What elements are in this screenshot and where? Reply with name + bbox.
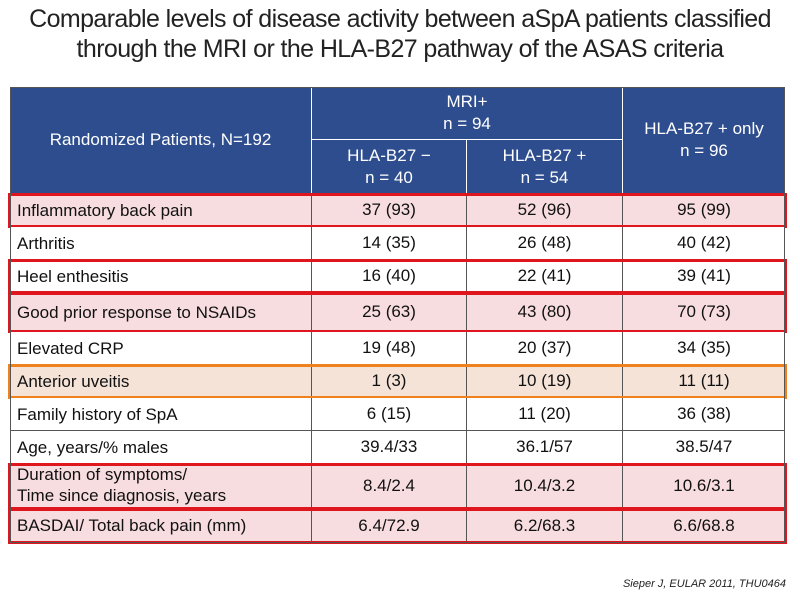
row-value-col1: 16 (40)	[312, 260, 467, 293]
row-value-col1: 14 (35)	[312, 227, 467, 260]
row-label: Anterior uveitis	[10, 365, 312, 398]
row-value-col2: 6.2/68.3	[467, 509, 623, 543]
row-value-col1: 19 (48)	[312, 332, 467, 365]
header-hla-b27-positive: HLA-B27 + n = 54	[467, 140, 623, 194]
title-line-2: through the MRI or the HLA-B27 pathway o…	[76, 35, 725, 63]
row-value-col2: 52 (96)	[467, 194, 623, 227]
row-value-col2: 43 (80)	[467, 293, 623, 332]
row-label: Heel enthesitis	[10, 260, 312, 293]
row-value-col2: 22 (41)	[467, 260, 623, 293]
row-value-col1: 39.4/33	[312, 431, 467, 464]
row-label: Duration of symptoms/Time since diagnosi…	[10, 464, 312, 509]
title-line-1: Comparable levels of disease activity be…	[29, 5, 771, 33]
header-col3-line2: n = 96	[680, 141, 728, 160]
row-value-col1: 25 (63)	[312, 293, 467, 332]
row-value-col2: 26 (48)	[467, 227, 623, 260]
row-value-col3: 70 (73)	[623, 293, 785, 332]
row-value-col2: 11 (20)	[467, 398, 623, 431]
row-value-col2: 10.4/3.2	[467, 464, 623, 509]
row-value-col3: 39 (41)	[623, 260, 785, 293]
row-label-line1: Duration of symptoms/	[17, 465, 188, 484]
citation: Sieper J, EULAR 2011, THU0464	[622, 578, 786, 590]
header-mri-line1: MRI+	[446, 92, 488, 111]
slide-title: Comparable levels of disease activity be…	[10, 4, 790, 64]
row-value-col3: 11 (11)	[623, 365, 785, 398]
header-col3-line1: HLA-B27 + only	[644, 119, 764, 138]
header-hla-b27-negative: HLA-B27 − n = 40	[312, 140, 467, 194]
row-value-col3: 6.6/68.8	[623, 509, 785, 543]
row-value-col3: 38.5/47	[623, 431, 785, 464]
row-value-col1: 6 (15)	[312, 398, 467, 431]
header-sub2-line1: HLA-B27 +	[502, 145, 587, 165]
row-value-col2: 20 (37)	[467, 332, 623, 365]
header-sub1-line2: n = 40	[365, 167, 413, 187]
row-value-col2: 36.1/57	[467, 431, 623, 464]
row-label: Elevated CRP	[10, 332, 312, 365]
header-mri-group: MRI+ n = 94	[312, 87, 623, 140]
header-randomized-patients: Randomized Patients, N=192	[10, 87, 312, 194]
header-mri-line2: n = 94	[443, 114, 491, 133]
row-value-col1: 6.4/72.9	[312, 509, 467, 543]
row-label: Arthritis	[10, 227, 312, 260]
row-value-col2: 10 (19)	[467, 365, 623, 398]
row-label-line2: Time since diagnosis, years	[17, 486, 227, 505]
row-value-col1: 8.4/2.4	[312, 464, 467, 509]
row-label: BASDAI/ Total back pain (mm)	[10, 509, 312, 543]
row-value-col3: 10.6/3.1	[623, 464, 785, 509]
row-label: Family history of SpA	[10, 398, 312, 431]
row-value-col3: 36 (38)	[623, 398, 785, 431]
row-label: Age, years/% males	[10, 431, 312, 464]
row-label: Good prior response to NSAIDs	[10, 293, 312, 332]
row-value-col3: 34 (35)	[623, 332, 785, 365]
row-value-col1: 37 (93)	[312, 194, 467, 227]
header-sub2-line2: n = 54	[520, 167, 569, 187]
header-col0-text: Randomized Patients, N=192	[49, 130, 272, 149]
row-value-col3: 40 (42)	[623, 227, 785, 260]
header-sub1-line1: HLA-B27 −	[347, 145, 431, 165]
row-label: Inflammatory back pain	[10, 194, 312, 227]
header-hla-b27-only: HLA-B27 + only n = 96	[623, 87, 785, 194]
row-value-col3: 95 (99)	[623, 194, 785, 227]
row-value-col1: 1 (3)	[312, 365, 467, 398]
